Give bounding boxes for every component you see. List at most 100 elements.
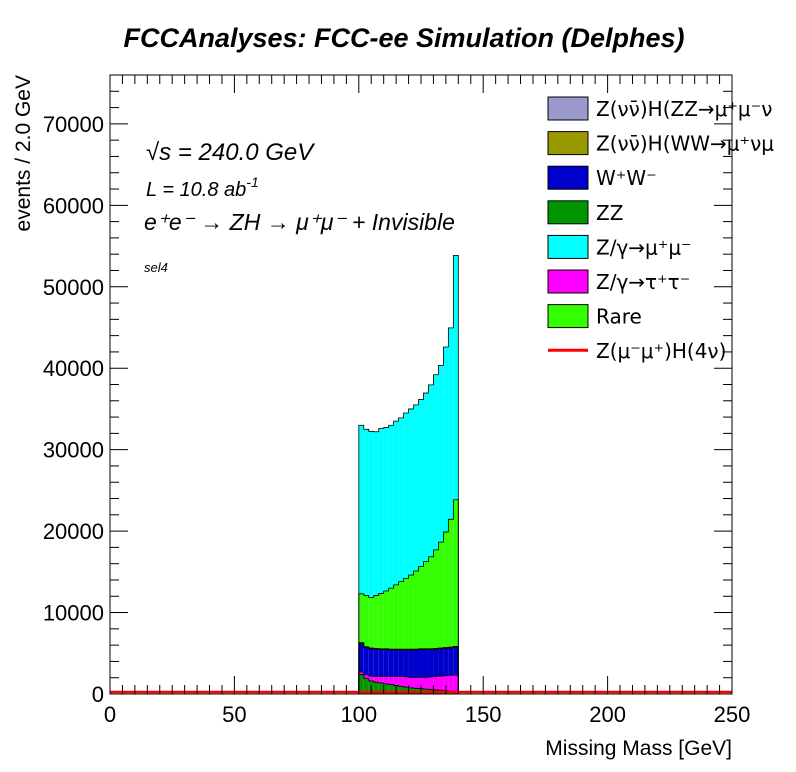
bar bbox=[403, 413, 409, 579]
bar bbox=[408, 677, 414, 688]
bar bbox=[433, 549, 439, 649]
bar bbox=[373, 682, 379, 694]
bar bbox=[373, 431, 379, 596]
legend-label: ZZ bbox=[596, 201, 623, 225]
bar bbox=[378, 676, 384, 684]
bar bbox=[418, 649, 424, 678]
bar bbox=[453, 499, 459, 647]
selection-annotation: sel4 bbox=[144, 260, 168, 275]
legend-swatch bbox=[547, 165, 589, 190]
legend-swatch bbox=[547, 200, 589, 225]
bar bbox=[433, 676, 439, 690]
bar bbox=[443, 347, 449, 532]
bar bbox=[373, 649, 379, 677]
bar bbox=[408, 575, 414, 650]
y-tick-label: 0 bbox=[92, 682, 104, 707]
bar bbox=[453, 647, 459, 676]
stack-outlines bbox=[358, 255, 459, 694]
luminosity-exponent: -1 bbox=[246, 174, 258, 190]
bar bbox=[388, 650, 394, 677]
y-tick-label: 20000 bbox=[43, 519, 104, 544]
x-tick-label: 50 bbox=[222, 702, 246, 727]
y-tick-label: 60000 bbox=[43, 193, 104, 218]
bar bbox=[358, 674, 364, 694]
legend-item: Z/γ→μ⁺μ⁻ bbox=[547, 234, 692, 259]
bar bbox=[408, 408, 414, 576]
bar bbox=[403, 676, 409, 688]
bar bbox=[423, 649, 429, 678]
luminosity-text: L = 10.8 ab bbox=[146, 179, 246, 201]
legend-item: Z(νν̄)H(ZZ→μ⁺μ⁻ν bbox=[547, 96, 772, 121]
bar bbox=[378, 683, 384, 694]
stack-outline bbox=[358, 255, 459, 694]
bar bbox=[428, 649, 434, 677]
bar bbox=[408, 650, 414, 678]
legend-item: Z(νν̄)H(WW→μ⁺νμ bbox=[547, 131, 774, 156]
legend-swatch bbox=[547, 269, 589, 294]
bar bbox=[388, 676, 394, 685]
bar bbox=[418, 677, 424, 689]
bar bbox=[413, 404, 419, 572]
svg-text:√s = 240.0 GeV: √s = 240.0 GeV bbox=[146, 139, 315, 166]
bar bbox=[398, 686, 404, 694]
x-axis-label: Missing Mass [GeV] bbox=[545, 737, 732, 760]
bar bbox=[393, 650, 399, 677]
legend-label: Rare bbox=[596, 305, 642, 329]
luminosity-annotation: L = 10.8 ab-1 bbox=[146, 174, 259, 201]
legend-item: Rare bbox=[547, 304, 642, 329]
y-tick-label: 40000 bbox=[43, 356, 104, 381]
bar bbox=[358, 672, 364, 675]
bar bbox=[403, 578, 409, 650]
bar bbox=[423, 393, 429, 562]
bar bbox=[398, 676, 404, 687]
axis-ticks bbox=[109, 74, 733, 695]
bar bbox=[393, 584, 399, 650]
bar bbox=[443, 648, 449, 676]
bar bbox=[378, 649, 384, 677]
series-1 bbox=[358, 672, 459, 692]
legend-item: Z/γ→τ⁺τ⁻ bbox=[547, 269, 690, 294]
bar bbox=[383, 427, 389, 591]
bar bbox=[388, 588, 394, 650]
bar bbox=[368, 597, 374, 648]
bar bbox=[373, 676, 379, 683]
bar bbox=[383, 683, 389, 694]
bar bbox=[413, 650, 419, 678]
bar bbox=[378, 428, 384, 594]
series-6 bbox=[358, 255, 459, 598]
x-tick-label: 200 bbox=[589, 702, 626, 727]
legend-item: W⁺W⁻ bbox=[547, 165, 657, 190]
legend-label: Z(μ⁻μ⁺)H(4ν) bbox=[596, 339, 726, 363]
x-tick-label: 0 bbox=[104, 702, 116, 727]
bar bbox=[443, 675, 449, 691]
sqrt-s-value: = 240.0 GeV bbox=[171, 139, 315, 166]
y-tick-label: 10000 bbox=[43, 601, 104, 626]
bar bbox=[398, 650, 404, 677]
bar bbox=[453, 675, 459, 692]
bar bbox=[438, 542, 444, 648]
y-axis-label: events / 2.0 GeV bbox=[12, 75, 35, 231]
bar bbox=[393, 421, 399, 585]
bar bbox=[363, 647, 369, 675]
bar bbox=[423, 677, 429, 690]
series-2 bbox=[358, 643, 459, 678]
process-annotation: e⁺e⁻ → ZH → μ⁺μ⁻ + Invisible bbox=[144, 209, 455, 235]
stacked-bars bbox=[358, 255, 459, 694]
bar bbox=[428, 676, 434, 690]
bar bbox=[438, 365, 444, 543]
bar bbox=[433, 374, 439, 550]
bar bbox=[368, 648, 374, 677]
stack-outline bbox=[358, 643, 459, 694]
bar bbox=[443, 531, 449, 648]
bar bbox=[358, 593, 364, 643]
bar bbox=[393, 676, 399, 686]
bar bbox=[428, 384, 434, 557]
x-tick-label: 150 bbox=[465, 702, 502, 727]
bar bbox=[448, 647, 454, 676]
bar bbox=[383, 676, 389, 684]
axis-tick-labels: 0 50 100 150 200 250 0 10000 20000 30000 40000 5000… bbox=[43, 112, 751, 727]
legend-swatch bbox=[547, 96, 589, 121]
bar bbox=[368, 431, 374, 598]
y-tick-label: 30000 bbox=[43, 438, 104, 463]
bar bbox=[398, 581, 404, 650]
